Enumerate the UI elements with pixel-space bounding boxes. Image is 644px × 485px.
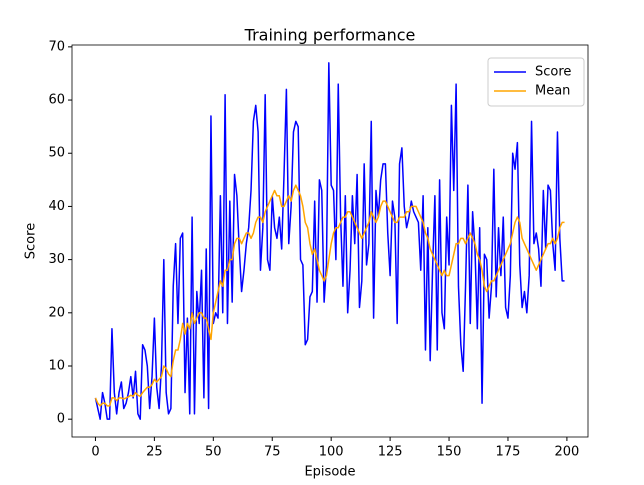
- x-tick-label: 50: [205, 445, 222, 460]
- chart-title: Training performance: [244, 26, 416, 45]
- x-axis-label: Episode: [304, 465, 355, 480]
- y-tick-label: 30: [48, 252, 65, 267]
- x-tick-label: 150: [437, 445, 462, 460]
- line-series: [94, 184, 565, 407]
- x-tick-label: 175: [496, 445, 521, 460]
- x-tick-label: 0: [91, 445, 99, 460]
- legend-box: [487, 57, 585, 107]
- y-tick-label: 50: [48, 146, 65, 161]
- y-tick-label: 0: [57, 412, 65, 427]
- x-tick-label: 125: [378, 445, 403, 460]
- x-tick-label: 25: [146, 445, 163, 460]
- legend-label: Score: [535, 65, 571, 80]
- y-axis-label: Score: [24, 223, 39, 259]
- x-tick-label: 100: [319, 445, 344, 460]
- line-series: [94, 62, 565, 420]
- x-tick-label: 75: [264, 445, 281, 460]
- y-tick-label: 20: [48, 305, 65, 320]
- y-tick-label: 70: [48, 39, 65, 54]
- y-tick-label: 40: [48, 199, 65, 214]
- y-tick-label: 60: [48, 93, 65, 108]
- plot-frame: [71, 44, 589, 438]
- x-tick-label: 200: [554, 445, 579, 460]
- y-tick-label: 10: [48, 358, 65, 373]
- legend-label: Mean: [535, 84, 570, 99]
